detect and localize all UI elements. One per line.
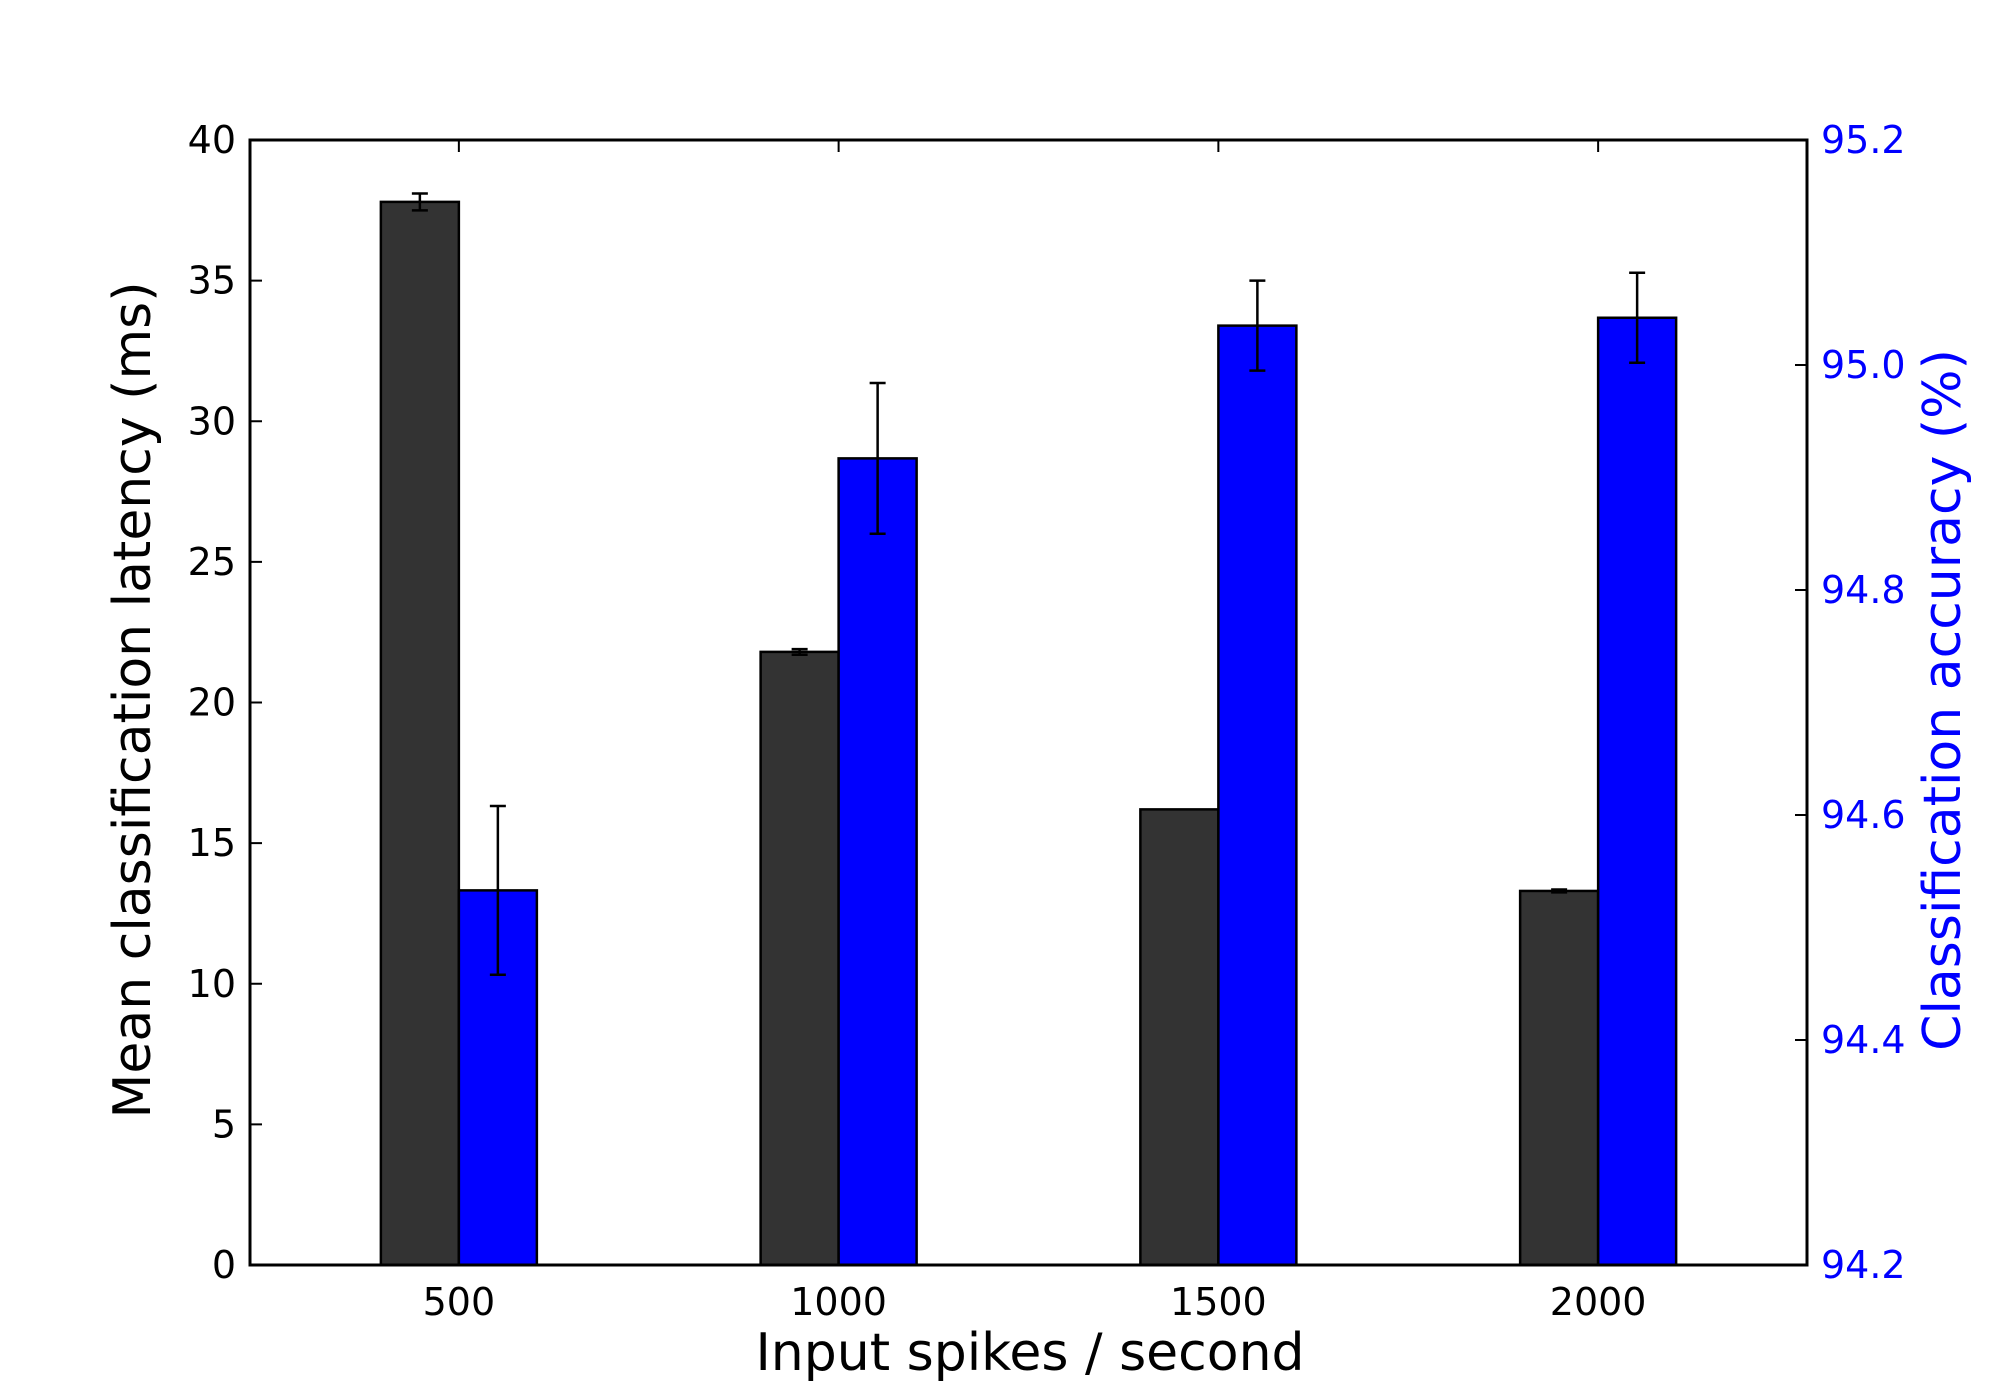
- y-tick-label: 5: [212, 1102, 236, 1146]
- x-tick-label: 2000: [1550, 1280, 1647, 1324]
- y2-tick-label: 95.0: [1821, 343, 1906, 387]
- bar-latency-1500: [1139, 808, 1220, 1267]
- y-axis-title: Mean classification latency (ms): [103, 282, 163, 1119]
- errorbar-accuracy-1500: [1249, 279, 1266, 372]
- bar-accuracy-2000: [1596, 316, 1678, 1267]
- y-tick-label: 25: [188, 540, 236, 584]
- x-axis-title: Input spikes / second: [755, 1323, 1304, 1383]
- y-tick-label: 15: [188, 821, 236, 865]
- bar-latency-1000: [759, 650, 840, 1267]
- errorbar-accuracy-2000: [1629, 271, 1646, 364]
- errorbar-latency-1000: [791, 647, 808, 656]
- axis-ticks: 0 5 10 15 20 25 30 35 40 94.2 94.4 94.6 94.8 95.0 95.2…: [188, 118, 1906, 1324]
- bar-accuracy-1000: [837, 457, 918, 1267]
- y-tick-label: 10: [188, 962, 236, 1006]
- errorbar-latency-500: [411, 192, 428, 212]
- bar-latency-500: [379, 200, 461, 1267]
- x-tick-label: 500: [423, 1280, 496, 1324]
- y-tick-label: 30: [188, 399, 236, 443]
- bar-marks: [379, 192, 1678, 1267]
- errorbar-accuracy-1000: [869, 381, 886, 535]
- y2-axis-title: Classification accuracy (%): [1913, 349, 1973, 1051]
- bar-latency-2000: [1518, 889, 1600, 1267]
- x-tick-label: 1500: [1170, 1280, 1267, 1324]
- y2-tick-label: 94.6: [1821, 793, 1906, 837]
- y2-tick-label: 94.4: [1821, 1018, 1906, 1062]
- y-tick-label: 40: [188, 118, 236, 162]
- y2-tick-label: 94.8: [1821, 568, 1906, 612]
- y-tick-label: 0: [212, 1243, 236, 1287]
- x-tick-label: 1000: [790, 1280, 887, 1324]
- y-tick-label: 20: [188, 681, 236, 725]
- errorbar-accuracy-500: [489, 804, 506, 976]
- y2-tick-label: 94.2: [1821, 1243, 1906, 1287]
- y-tick-label: 35: [188, 259, 236, 303]
- errorbar-latency-2000: [1551, 888, 1568, 894]
- y2-tick-label: 95.2: [1821, 118, 1906, 162]
- bar-accuracy-1500: [1217, 324, 1298, 1267]
